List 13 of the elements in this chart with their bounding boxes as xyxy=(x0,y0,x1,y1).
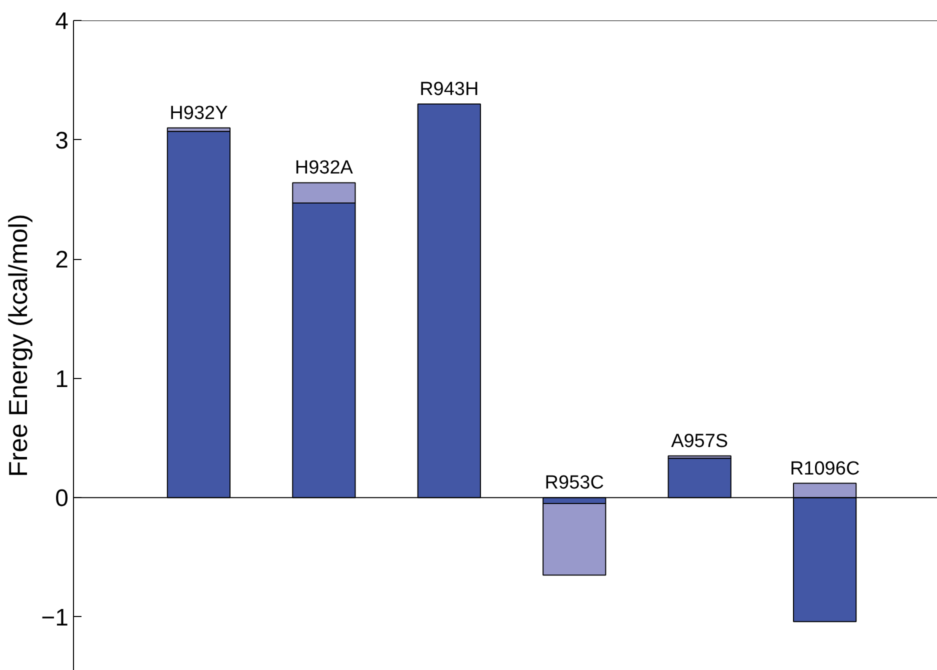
y-tick-label: 1 xyxy=(55,366,69,393)
x-tick-label: H932A xyxy=(294,158,354,179)
y-tick-label: 2 xyxy=(55,246,69,274)
y-axis-title: Free Energy (kcal/mol) xyxy=(3,214,34,477)
y-tick-label: 0 xyxy=(55,485,69,512)
x-tick-label: R953C xyxy=(544,472,604,494)
y-tick-label: 4 xyxy=(55,8,69,35)
y-tick-label: −1 xyxy=(41,604,69,632)
x-tick-label: A957S xyxy=(671,430,728,452)
x-tick-label: R1096C xyxy=(790,458,860,480)
x-tick-label: H932Y xyxy=(170,102,228,124)
x-tick-label: R943H xyxy=(420,78,479,100)
y-tick-label: 3 xyxy=(55,127,69,154)
